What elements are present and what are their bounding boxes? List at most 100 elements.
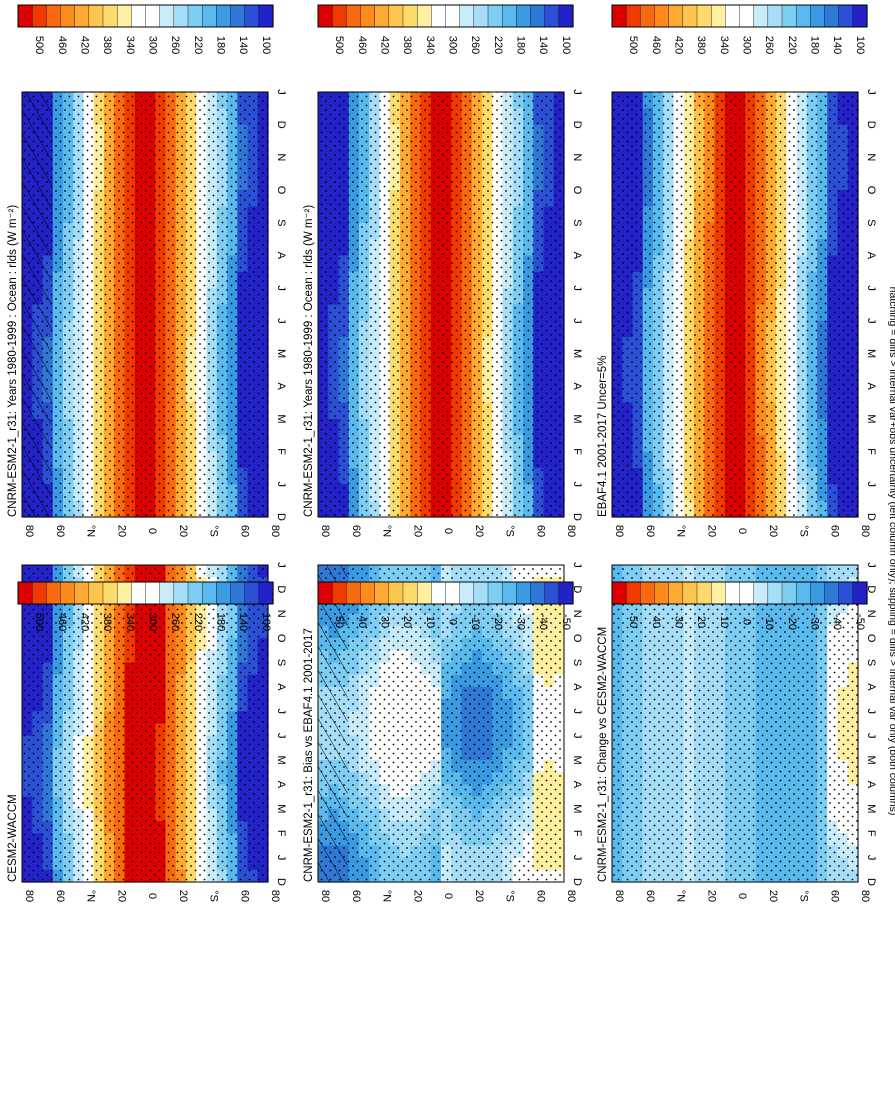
month-tick-label: J <box>275 855 287 861</box>
month-tick-label: A <box>865 781 877 789</box>
colorbar-swatch <box>445 581 461 605</box>
lat-tick-label: 20 <box>115 525 127 537</box>
colorbar-label: 10 <box>718 616 730 628</box>
colorbar-swatch <box>102 581 118 605</box>
colorbar-label: 300 <box>447 36 459 54</box>
colorbar-label: 220 <box>192 36 204 54</box>
colorbar-label: 260 <box>469 36 481 54</box>
colorbar-label: 100 <box>260 613 272 631</box>
colorbar-swatch <box>187 581 203 605</box>
colorbar-label: 220 <box>492 36 504 54</box>
colorbar-label: 140 <box>237 36 249 54</box>
plot-frame <box>317 564 565 883</box>
month-tick-label: D <box>571 585 583 593</box>
colorbar-swatch <box>654 581 670 605</box>
colorbar-swatch <box>374 581 390 605</box>
month-tick-label: D <box>865 513 877 521</box>
colorbar-swatch <box>317 581 333 605</box>
plot-frame <box>21 564 269 883</box>
month-tick-label: M <box>571 804 583 813</box>
lat-tick-label: 60 <box>238 890 250 902</box>
lat-tick-label: °N <box>381 890 393 902</box>
month-tick-label: O <box>275 634 287 643</box>
month-tick-label: F <box>275 830 287 837</box>
colorbar-label: 260 <box>169 613 181 631</box>
month-tick-label: J <box>275 733 287 739</box>
month-tick-label: J <box>571 709 583 715</box>
colorbar-label: 340 <box>124 36 136 54</box>
month-tick-label: A <box>275 683 287 691</box>
colorbar: 50 40 30 20 10 0 -10 -20 -30 -40 -50 <box>611 581 868 630</box>
colorbar-swatch <box>696 581 712 605</box>
month-tick-label: N <box>275 153 287 161</box>
panel-4: 80 60 °N 20 0 20 °S 60 80 D J F M A M J J A S O N D J CESM2-WAC… <box>7 562 287 902</box>
colorbar-label: 500 <box>627 36 639 54</box>
lat-tick-label: 0 <box>146 893 158 899</box>
colorbar-swatch <box>487 581 503 605</box>
colorbar-label: 380 <box>695 36 707 54</box>
colorbar-label: 260 <box>169 36 181 54</box>
lat-tick-label: °N <box>381 525 393 537</box>
month-tick-label: N <box>571 153 583 161</box>
month-tick-label: J <box>275 482 287 488</box>
month-tick-label: J <box>865 562 877 568</box>
lat-tick-label: 20 <box>177 890 189 902</box>
colorbar-swatch <box>682 4 698 28</box>
colorbar-swatch <box>131 4 147 28</box>
colorbar-swatch <box>416 581 432 605</box>
colorbar-swatch <box>459 581 475 605</box>
month-tick-label: D <box>571 878 583 886</box>
lat-tick-label: 80 <box>613 525 625 537</box>
colorbar-swatch <box>473 4 489 28</box>
colorbar-swatch <box>710 581 726 605</box>
lat-tick-label: 80 <box>565 890 577 902</box>
stippling <box>612 565 858 882</box>
month-tick-label: D <box>865 878 877 886</box>
month-tick-label: N <box>571 610 583 618</box>
colorbar-label: 500 <box>33 613 45 631</box>
month-tick-label: A <box>571 252 583 260</box>
colorbar-label: 20 <box>401 616 413 628</box>
colorbar-swatch <box>360 4 376 28</box>
lat-tick-label: °S <box>208 525 220 537</box>
footnote: hatching = diffs > internal var+obs unce… <box>887 287 895 816</box>
month-tick-label: D <box>865 121 877 129</box>
panel-title: CNRM-ESM2-1_r31: Years 1980-1999 : Ocean… <box>7 205 19 517</box>
panel-2: 80 60 °N 20 0 20 °S 60 80 D J F M A M J J A S O N D J CNRM-ESM2… <box>303 4 583 537</box>
colorbar-swatch <box>102 4 118 28</box>
lat-tick-label: °S <box>798 890 810 902</box>
colorbar-label: 340 <box>718 36 730 54</box>
lat-tick-label: 80 <box>859 890 871 902</box>
colorbar-swatch <box>516 4 532 28</box>
month-tick-label: M <box>865 755 877 764</box>
lat-tick-label: 80 <box>23 890 35 902</box>
lat-tick-label: 80 <box>319 890 331 902</box>
colorbar-label: 140 <box>831 36 843 54</box>
month-tick-label: J <box>865 89 877 95</box>
month-tick-label: D <box>571 121 583 129</box>
colorbar-label: 300 <box>741 36 753 54</box>
lat-tick-label: 20 <box>473 525 485 537</box>
colorbar-swatch <box>611 4 627 28</box>
colorbar-swatch <box>159 581 175 605</box>
colorbar-swatch <box>558 4 574 28</box>
lat-tick-label: °N <box>85 525 97 537</box>
colorbar-swatch <box>74 581 90 605</box>
lat-tick-label: °S <box>798 525 810 537</box>
colorbar-label: 380 <box>101 613 113 631</box>
colorbar-swatch <box>331 4 347 28</box>
colorbar-swatch <box>640 581 656 605</box>
lat-tick-label: 60 <box>644 525 656 537</box>
colorbar-label: 420 <box>379 36 391 54</box>
month-tick-label: A <box>865 383 877 391</box>
month-tick-label: J <box>275 89 287 95</box>
colorbar-swatch <box>459 4 475 28</box>
lat-tick-label: 60 <box>54 525 66 537</box>
colorbar-label: 260 <box>763 36 775 54</box>
month-tick-label: S <box>571 659 583 666</box>
colorbar-swatch <box>131 581 147 605</box>
colorbar-swatch <box>173 4 189 28</box>
colorbar-swatch <box>753 581 769 605</box>
colorbar-label: 220 <box>192 613 204 631</box>
lat-tick-label: 60 <box>828 890 840 902</box>
